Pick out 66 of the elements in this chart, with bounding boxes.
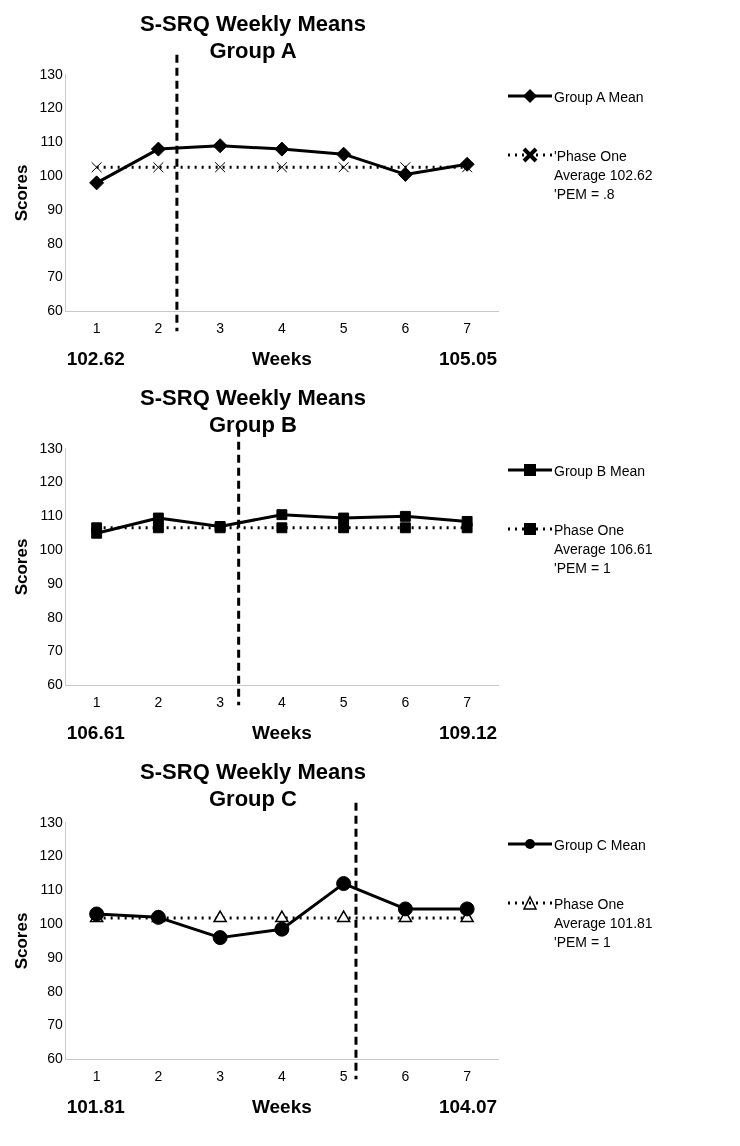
y-axis-title: Scores <box>11 912 31 970</box>
text: 102.62 <box>66 348 125 370</box>
x-tick-label: 3 <box>216 320 225 337</box>
y-tick-label: 100 <box>39 540 63 557</box>
y-tick-label: 70 <box>47 1016 63 1033</box>
x-tick-label: 3 <box>216 1068 225 1085</box>
x-tick-label: 6 <box>401 320 410 337</box>
chart-title: S-SRQ Weekly Means Group C <box>140 759 366 811</box>
legend-label: Group A Mean <box>554 88 644 107</box>
y-tick-label: 120 <box>39 847 63 864</box>
x-tick-label: 5 <box>339 1068 348 1085</box>
y-tick-label: 110 <box>40 507 63 524</box>
y-tick-label: 130 <box>39 65 63 82</box>
y-tick-label: 100 <box>39 914 63 931</box>
y-tick-label: 120 <box>39 473 63 490</box>
y-tick-label: 70 <box>47 268 63 285</box>
y-tick-label: 70 <box>47 642 63 659</box>
x-tick-label: 4 <box>277 1068 286 1085</box>
legend-label: 'Phase One Average 102.62 'PEM = .8 <box>554 147 653 204</box>
legend-label: Group B Mean <box>554 462 646 481</box>
y-tick-label: 80 <box>47 608 63 625</box>
x-axis-title: Weeks <box>251 348 312 370</box>
x-tick-label: 5 <box>339 694 348 711</box>
y-axis-title: Scores <box>11 164 31 222</box>
y-tick-label: 60 <box>47 676 63 693</box>
legend-label: Group C Mean <box>554 836 646 855</box>
y-tick-label: 80 <box>47 234 63 251</box>
y-tick-label: 80 <box>47 982 63 999</box>
chart-title: S-SRQ Weekly Means Group B <box>140 385 366 437</box>
x-tick-label: 5 <box>339 320 348 337</box>
x-tick-label: 7 <box>463 1068 472 1085</box>
y-tick-label: 130 <box>39 439 63 456</box>
y-tick-label: 60 <box>47 1050 63 1067</box>
x-tick-label: 4 <box>277 694 286 711</box>
x-tick-label: 7 <box>463 694 472 711</box>
y-tick-label: 120 <box>39 99 63 116</box>
y-tick-label: 90 <box>47 574 63 591</box>
y-tick-label: 100 <box>39 166 63 183</box>
x-tick-label: 7 <box>463 320 472 337</box>
y-axis-title: Scores <box>11 538 31 596</box>
x-tick-label: 1 <box>92 694 101 711</box>
y-tick-label: 130 <box>39 813 63 830</box>
text: 105.05 <box>438 348 498 370</box>
chart-title: S-SRQ Weekly Means Group A <box>140 11 366 63</box>
y-tick-label: 110 <box>40 133 63 150</box>
legend-label: Phase One Average 106.61 'PEM = 1 <box>554 521 653 578</box>
text: 109.12 <box>438 722 498 744</box>
text: 101.81 <box>66 1096 125 1118</box>
x-tick-label: 6 <box>401 694 410 711</box>
x-tick-label: 6 <box>401 1068 410 1085</box>
x-tick-label: 1 <box>92 1068 101 1085</box>
y-tick-label: 90 <box>47 948 63 965</box>
y-tick-label: 90 <box>47 200 63 217</box>
x-axis-title: Weeks <box>251 722 312 744</box>
x-tick-label: 2 <box>154 320 163 337</box>
text: 104.07 <box>438 1096 498 1118</box>
x-tick-label: 2 <box>154 694 163 711</box>
text: 106.61 <box>66 722 125 744</box>
x-tick-label: 4 <box>277 320 286 337</box>
x-tick-label: 2 <box>154 1068 163 1085</box>
y-tick-label: 60 <box>47 302 63 319</box>
x-tick-label: 1 <box>92 320 101 337</box>
y-tick-label: 110 <box>40 881 63 898</box>
x-tick-label: 3 <box>216 694 225 711</box>
legend-label: Phase One Average 101.81 'PEM = 1 <box>554 895 653 952</box>
x-axis-title: Weeks <box>251 1096 312 1118</box>
